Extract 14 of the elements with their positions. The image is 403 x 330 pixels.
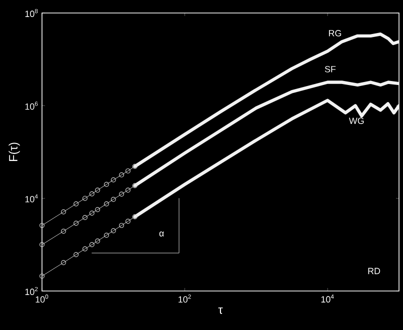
x-tick-label: 10$^{4}$: [321, 294, 334, 303]
x-axis-title: τ: [218, 307, 223, 314]
x-tick-label: 10$^{0}$: [36, 294, 48, 303]
y-tick-label: 10$^{2}$: [25, 286, 38, 296]
annotation: α: [159, 232, 164, 236]
y-tick-label: 10$^{4}$: [25, 194, 38, 202]
y-tick-label: 10$^{8}$: [25, 8, 38, 18]
y-tick-label: 10$^{6}$: [25, 102, 38, 110]
series-label: RG: [329, 30, 342, 36]
y-axis-title: F(τ): [8, 142, 20, 162]
series-label: SF: [324, 66, 336, 72]
annotation: RD: [368, 268, 380, 274]
x-tick-label: 10$^{2}$: [178, 294, 191, 303]
series-label: WG: [348, 118, 364, 124]
